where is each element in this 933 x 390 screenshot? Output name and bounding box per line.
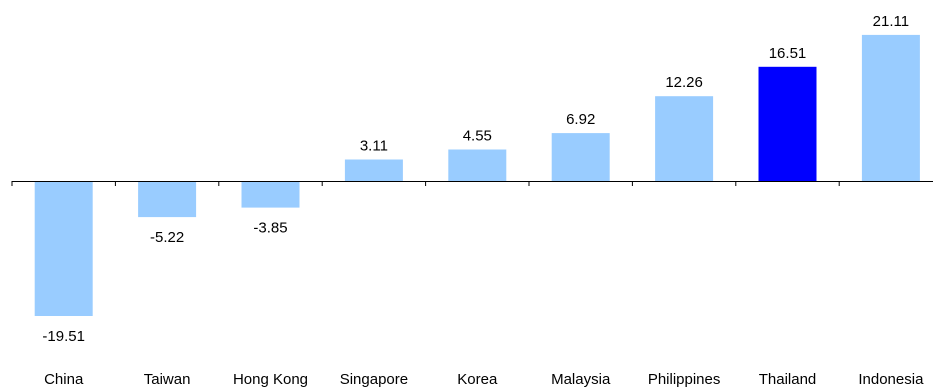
value-label-thailand: 16.51 <box>769 45 807 62</box>
category-label-singapore: Singapore <box>340 371 408 388</box>
x-axis <box>11 181 933 186</box>
category-label-indonesia: Indonesia <box>858 371 924 388</box>
value-label-korea: 4.55 <box>463 128 492 145</box>
value-label-philippines: 12.26 <box>665 74 703 91</box>
value-label-singapore: 3.11 <box>360 138 388 155</box>
bars-group <box>34 34 920 316</box>
value-label-taiwan: -5.22 <box>150 229 184 246</box>
category-label-philippines: Philippines <box>648 371 721 388</box>
bar-hong-kong <box>241 181 300 208</box>
bar-philippines <box>655 96 714 181</box>
value-label-china: -19.51 <box>42 328 85 345</box>
bar-thailand <box>758 66 817 181</box>
bar-singapore <box>344 159 403 181</box>
value-label-hong-kong: -3.85 <box>253 220 287 237</box>
category-label-malaysia: Malaysia <box>551 371 611 388</box>
bar-china <box>34 181 93 316</box>
category-label-taiwan: Taiwan <box>144 371 191 388</box>
category-label-china: China <box>44 371 84 388</box>
value-labels-group: -19.51 -5.22 -3.85 3.11 4.55 6.92 12.26 16.51 21… <box>42 13 909 345</box>
bar-korea <box>448 149 507 181</box>
bar-indonesia <box>861 34 920 182</box>
bar-malaysia <box>551 133 610 181</box>
bar-taiwan <box>138 181 197 218</box>
category-label-hong-kong: Hong Kong <box>233 371 308 388</box>
value-label-indonesia: 21.11 <box>873 13 909 30</box>
category-label-korea: Korea <box>457 371 498 388</box>
category-labels-group: China Taiwan Hong Kong Singapore Korea Malays… <box>44 371 924 388</box>
category-label-thailand: Thailand <box>759 371 817 388</box>
value-label-malaysia: 6.92 <box>566 111 595 128</box>
